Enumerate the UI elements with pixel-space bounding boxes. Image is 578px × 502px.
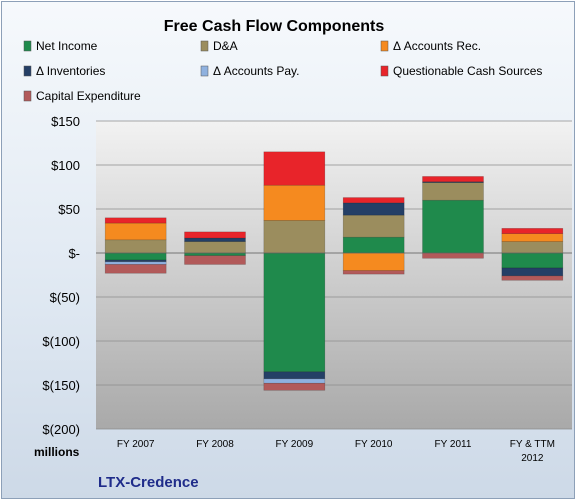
bar-segment-inventories [501, 267, 564, 277]
x-axis-categories: FY 2007 FY 2008 FY 2009 FY 2010 FY 2011 FY & … [117, 439, 555, 464]
bar-segment-d-a [184, 241, 246, 254]
y-tick-label: $(100) [42, 334, 80, 349]
x-category-label: FY 2007 [117, 439, 155, 450]
bar-segment-capital-expenditure [104, 264, 167, 274]
bar-segment-capital-expenditure [342, 270, 405, 275]
legend-swatch-net-income [23, 40, 32, 52]
bar-segment-capital-expenditure [184, 255, 246, 265]
y-tick-label: $100 [51, 158, 80, 173]
legend-label-net-income: Net Income [36, 39, 98, 53]
bar-segment-capital-expenditure [501, 275, 564, 281]
legend-swatch-inventories [23, 65, 32, 77]
x-category-label: FY & TTM [510, 439, 555, 450]
y-tick-label: $- [68, 246, 80, 261]
units-label: millions [34, 445, 80, 459]
legend-label-d-a: D&A [213, 39, 238, 53]
bar-segment-accounts-pay [104, 261, 167, 265]
legend-swatch-questionable-cash-sources [380, 65, 389, 77]
bar-segment-accounts-pay [263, 378, 326, 384]
legend-swatch-capital-expenditure [23, 90, 32, 102]
y-tick-label: $(200) [42, 422, 80, 437]
bar-segment-d-a [263, 220, 326, 254]
legend-label-questionable-cash-sources: Questionable Cash Sources [393, 64, 542, 78]
bar-segment-capital-expenditure [263, 382, 326, 391]
bar-segment-net-income [104, 252, 167, 261]
bar-segment-accounts-rec [263, 184, 326, 221]
x-category-label: FY 2011 [435, 439, 472, 450]
bar-segment-net-income [263, 252, 326, 373]
x-category-label: FY 2008 [196, 439, 234, 450]
bar-segment-accounts-rec [501, 233, 564, 242]
legend-label-accounts-pay: Δ Accounts Pay. [213, 64, 300, 78]
bar-segment-net-income [501, 252, 564, 269]
bar-segment-capital-expenditure [422, 252, 484, 259]
legend: Net Income D&A Δ Accounts Rec. Δ Inventorie… [23, 39, 542, 103]
bar-segment-questionable-cash-sources [422, 176, 484, 183]
bar-segment-questionable-cash-sources [342, 197, 405, 204]
bar-segment-d-a [104, 239, 167, 254]
bar-segment-questionable-cash-sources [501, 228, 564, 234]
y-tick-label: $(50) [50, 290, 80, 305]
bar-segment-net-income [422, 199, 484, 254]
bar-segment-d-a [342, 214, 405, 238]
y-tick-label: $150 [51, 114, 80, 129]
y-tick-label: $(150) [42, 378, 80, 393]
bar-segment-accounts-rec [104, 222, 167, 241]
chart-title: Free Cash Flow Components [164, 18, 385, 35]
y-tick-label: $50 [58, 202, 80, 217]
bar-segment-accounts-rec [342, 252, 405, 271]
legend-label-inventories: Δ Inventories [36, 64, 105, 78]
bar-segment-questionable-cash-sources [184, 231, 246, 239]
bar-segment-inventories [342, 202, 405, 216]
bar-segment-inventories [184, 237, 246, 242]
bars [96, 151, 572, 391]
bar-segment-questionable-cash-sources [263, 151, 326, 186]
x-category-label: FY 2009 [276, 439, 314, 450]
x-category-label: 2012 [521, 453, 544, 464]
x-category-label: FY 2010 [355, 439, 393, 450]
company-name: LTX-Credence [98, 474, 199, 491]
legend-label-capital-expenditure: Capital Expenditure [36, 89, 141, 103]
y-axis-ticks: $150 $100 $50 $- $(50) $(100) $(150) $(200) [42, 114, 80, 437]
plot-area [96, 121, 572, 429]
legend-swatch-accounts-pay [200, 65, 209, 77]
bar-segment-net-income [342, 236, 405, 254]
bar-segment-d-a [501, 241, 564, 254]
bar-segment-inventories [263, 371, 326, 380]
legend-swatch-accounts-rec [380, 40, 389, 52]
bar-segment-questionable-cash-sources [104, 217, 167, 224]
legend-label-accounts-rec: Δ Accounts Rec. [393, 39, 481, 53]
bar-segment-d-a [422, 182, 484, 201]
legend-swatch-d-a [200, 40, 209, 52]
